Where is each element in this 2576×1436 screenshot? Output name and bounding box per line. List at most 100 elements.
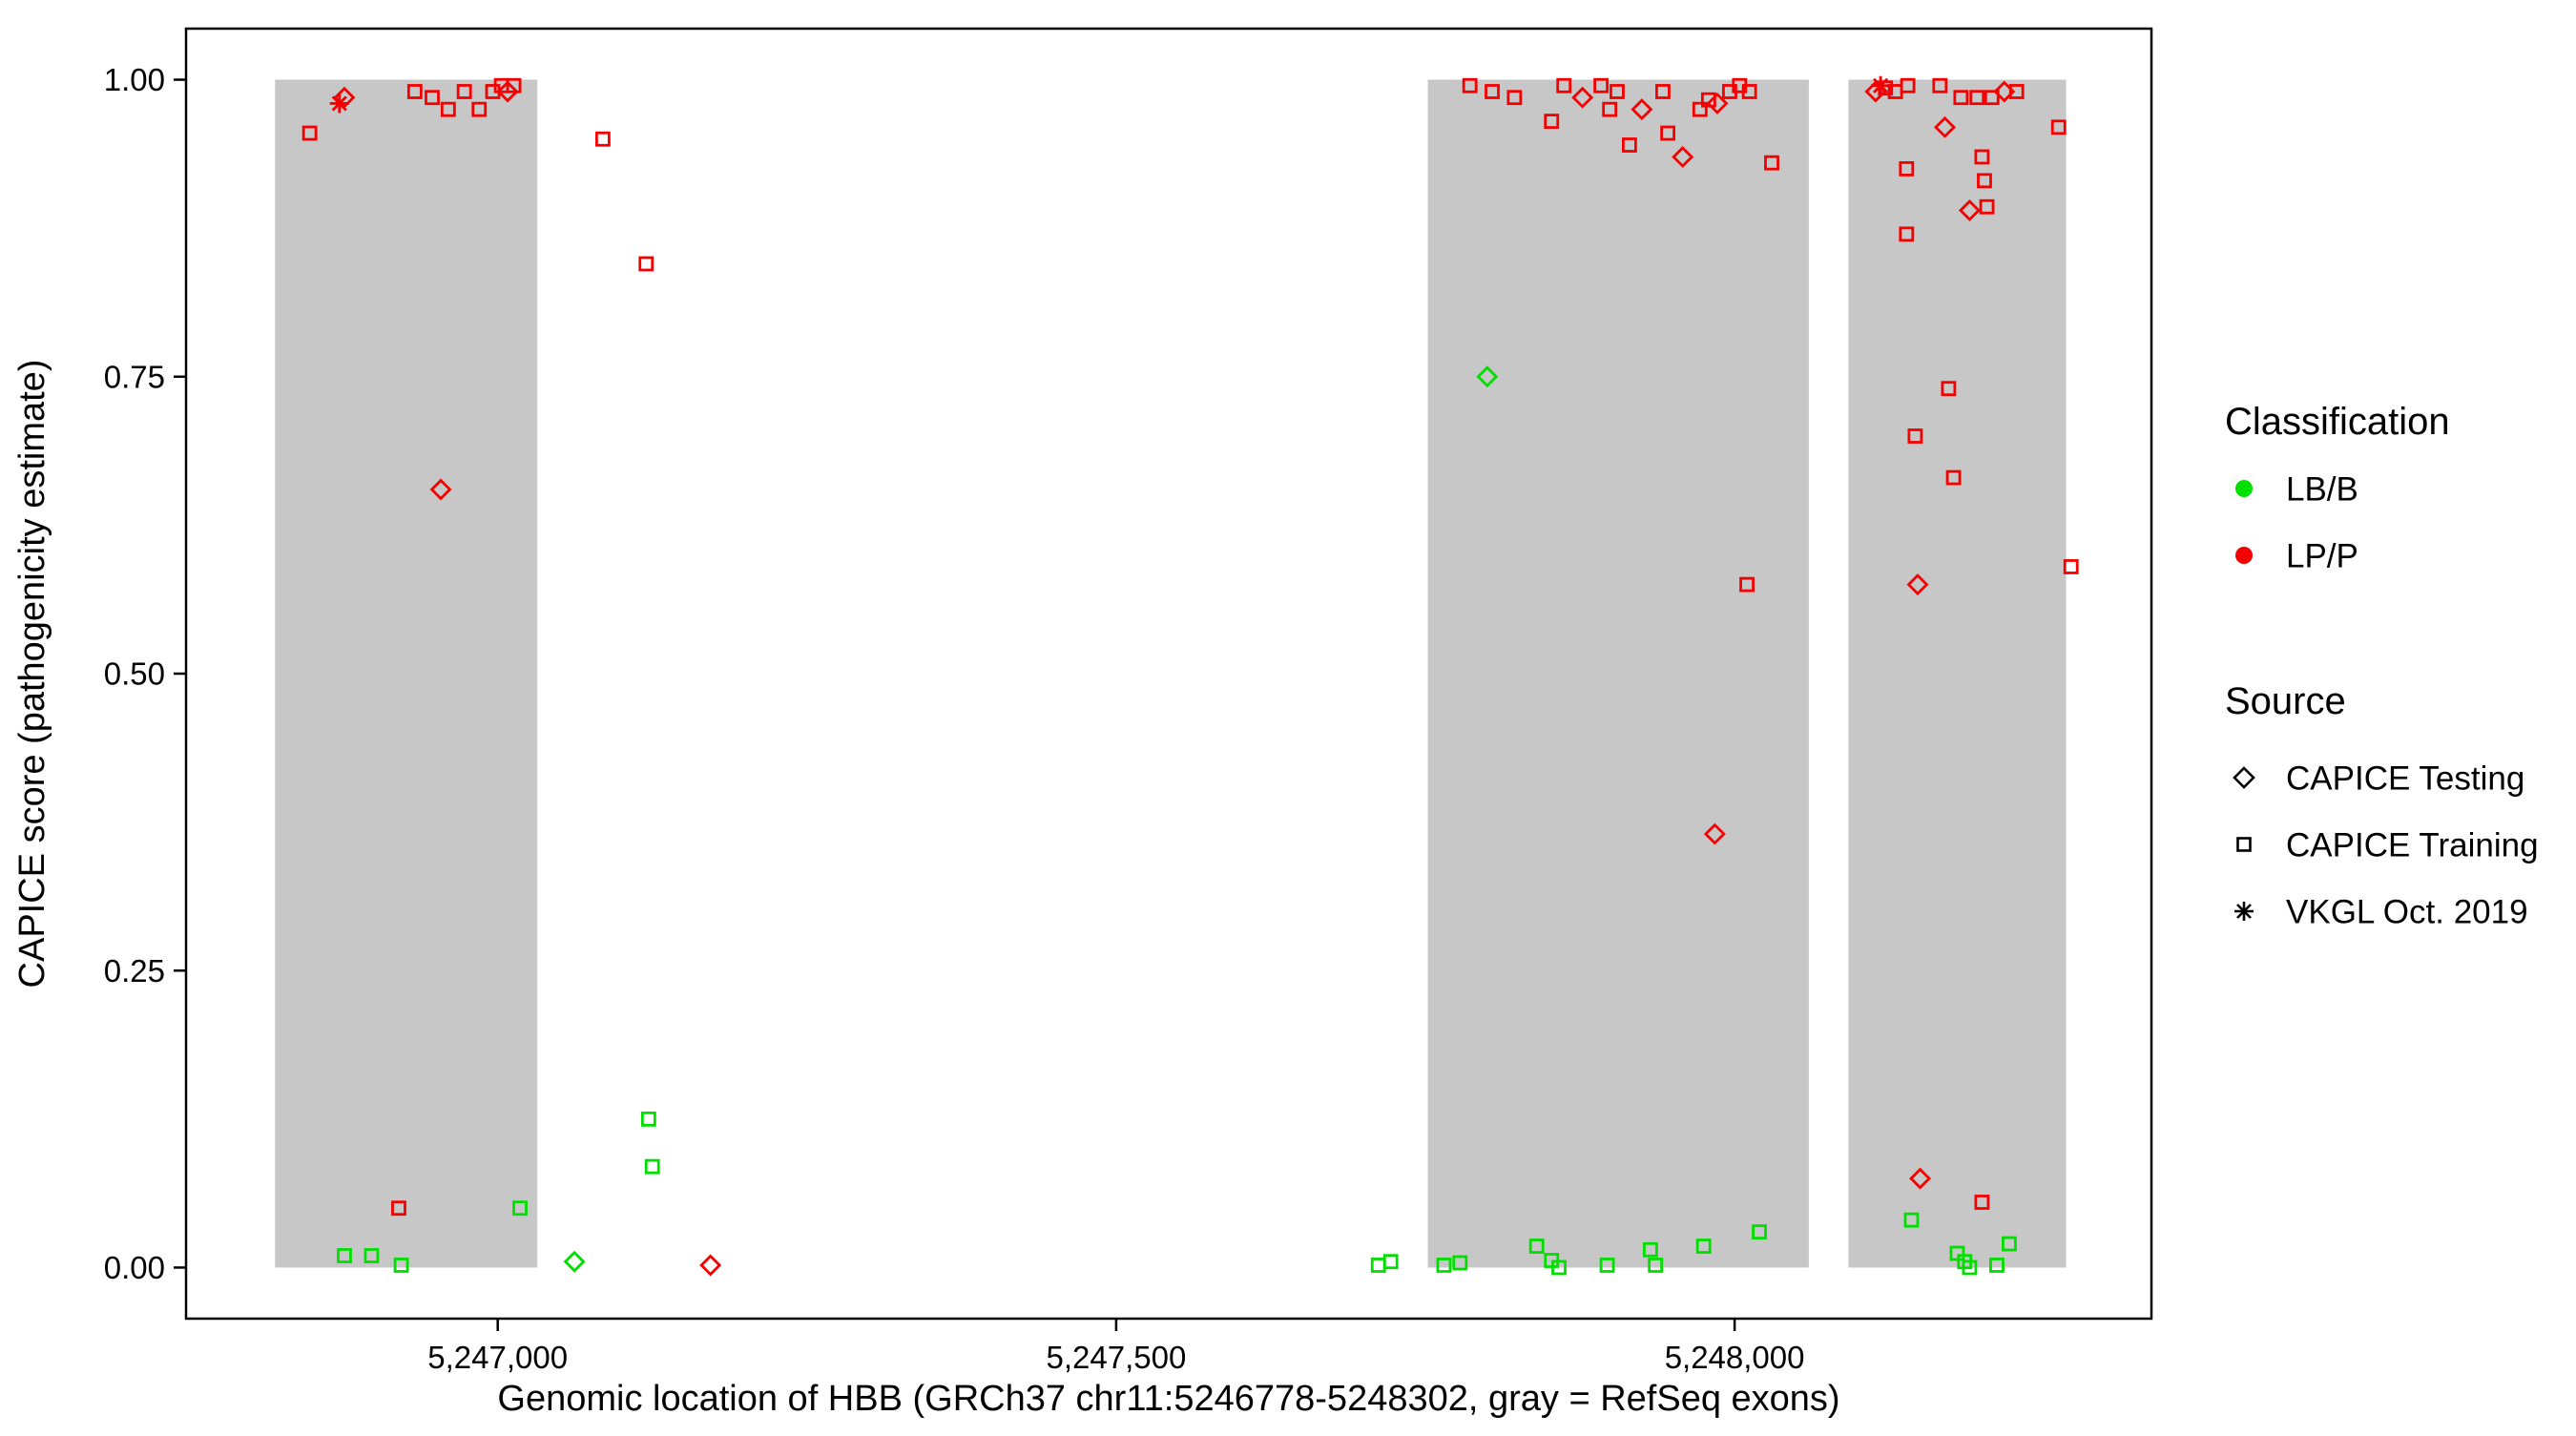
data-point — [2008, 84, 2025, 99]
asterisk-icon — [2234, 902, 2254, 921]
data-point — [512, 1200, 528, 1217]
y-tick-label: 0.75 — [104, 359, 165, 394]
data-point — [1907, 428, 1923, 444]
data-point — [1476, 365, 1499, 388]
data-point — [1945, 469, 1962, 486]
data-point — [1974, 149, 1990, 165]
data-point — [1382, 1254, 1399, 1270]
data-point — [337, 1248, 352, 1263]
data-point — [1544, 114, 1560, 130]
data-point — [1984, 90, 2000, 106]
data-point — [563, 1250, 586, 1273]
data-point — [1485, 84, 1500, 99]
data-point — [1932, 77, 1948, 94]
data-point — [1706, 92, 1729, 114]
data-point — [496, 80, 519, 103]
data-point — [1989, 1258, 2005, 1273]
y-tick-label: 0.25 — [104, 953, 165, 989]
data-point — [1969, 90, 1985, 106]
data-point — [1899, 161, 1915, 177]
data-point — [1764, 155, 1779, 171]
data-point — [1452, 1255, 1468, 1271]
legend: Classification LB/B LP/P Source CAPICE T… — [2225, 401, 2539, 930]
data-point — [506, 77, 522, 94]
data-point — [471, 101, 488, 117]
data-point — [1899, 226, 1915, 242]
data-point — [364, 1248, 380, 1263]
x-tick-label: 5,247,500 — [1046, 1340, 1186, 1375]
data-point — [1610, 84, 1625, 99]
data-point — [1436, 1258, 1452, 1273]
data-point — [1602, 101, 1618, 117]
data-point — [1909, 1167, 1932, 1190]
data-point — [640, 1111, 656, 1127]
data-point — [2050, 119, 2067, 135]
legend-label-capice-testing: CAPICE Testing — [2286, 760, 2524, 797]
legend-label-vkgl: VKGL Oct. 2019 — [2286, 893, 2528, 930]
data-point — [1622, 137, 1637, 153]
data-point — [391, 1200, 406, 1217]
exon-rect — [1427, 79, 1809, 1268]
legend-classification-title: Classification — [2225, 401, 2450, 443]
data-point — [1631, 98, 1653, 121]
data-point — [1962, 1259, 1978, 1276]
data-point — [1934, 115, 1956, 138]
y-tick-label: 1.00 — [104, 62, 165, 97]
data-point — [1979, 198, 1995, 215]
data-point — [1695, 1238, 1712, 1254]
data-point — [1643, 1241, 1658, 1258]
legend-label-capice-training: CAPICE Training — [2286, 826, 2539, 864]
data-point — [1551, 1259, 1567, 1276]
legend-label-lpp: LP/P — [2286, 537, 2358, 574]
data-point — [333, 86, 356, 109]
data-point — [440, 101, 456, 117]
x-tick-label: 5,247,000 — [427, 1340, 568, 1375]
data-point — [1958, 198, 1981, 221]
data-point — [699, 1254, 722, 1277]
data-point — [429, 478, 452, 501]
data-point — [1506, 90, 1523, 106]
data-point — [425, 90, 440, 106]
data-point — [1655, 84, 1671, 99]
lbb-swatch-icon — [2235, 480, 2253, 497]
exon-rect — [275, 79, 538, 1268]
y-axis-ticks: 0.00 0.25 0.50 0.75 1.00 — [104, 62, 186, 1285]
data-point — [1741, 84, 1757, 99]
legend-source-title: Source — [2225, 680, 2346, 722]
data-point — [301, 125, 318, 141]
data-point — [638, 256, 654, 272]
data-point — [1752, 1224, 1767, 1240]
data-point — [1648, 1258, 1664, 1273]
data-point — [1593, 77, 1609, 94]
data-point — [1878, 80, 1894, 96]
y-tick-label: 0.50 — [104, 656, 165, 692]
data-point — [1556, 77, 1572, 94]
data-point — [1953, 90, 1969, 106]
data-point — [1571, 86, 1594, 109]
data-point — [1660, 125, 1676, 141]
lpp-swatch-icon — [2235, 547, 2253, 564]
data-point — [1528, 1238, 1545, 1254]
x-tick-label: 5,248,000 — [1665, 1340, 1805, 1375]
data-point — [393, 1258, 409, 1273]
data-point — [2002, 1236, 2017, 1252]
data-point — [1692, 101, 1708, 117]
data-point — [1941, 381, 1957, 397]
data-point — [1739, 576, 1755, 593]
x-axis-ticks: 5,247,000 5,247,500 5,248,000 — [427, 1319, 1805, 1375]
data-point — [1462, 77, 1478, 94]
data-point — [1900, 77, 1916, 94]
square-icon — [2236, 837, 2252, 852]
exon-rects — [275, 79, 2067, 1268]
data-points — [301, 75, 2079, 1277]
data-point — [1599, 1258, 1615, 1273]
y-tick-label: 0.00 — [104, 1250, 165, 1285]
data-point — [1977, 173, 1992, 189]
y-axis-title: CAPICE score (pathogenicity estimate) — [12, 360, 52, 989]
data-point — [1703, 822, 1726, 845]
x-axis-title: Genomic location of HBB (GRCh37 chr11:52… — [497, 1379, 1839, 1419]
data-point — [1974, 1195, 1990, 1210]
data-point — [644, 1158, 660, 1175]
